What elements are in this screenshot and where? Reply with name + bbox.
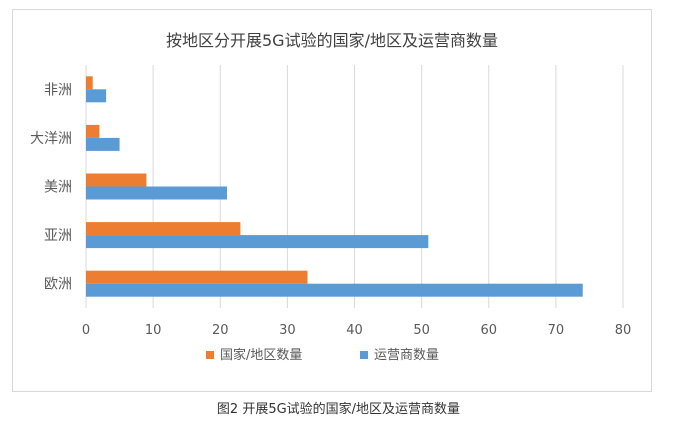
bar-countries	[86, 124, 100, 138]
x-tick-label: 60	[480, 323, 497, 338]
bar-operators	[86, 186, 227, 200]
x-tick-label: 40	[346, 323, 363, 338]
bar-operators	[86, 283, 583, 297]
x-tick-label: 20	[212, 323, 229, 338]
x-tick-label: 50	[413, 323, 430, 338]
bar-countries	[86, 222, 241, 236]
x-tick-label: 30	[279, 323, 296, 338]
y-category-label: 大洋洲	[30, 131, 72, 147]
legend-swatch	[206, 351, 214, 359]
x-tick-label: 0	[82, 323, 90, 338]
bar-operators	[86, 137, 120, 151]
x-tick-label: 10	[145, 323, 162, 338]
bar-operators	[86, 89, 107, 103]
legend-label: 运营商数量	[374, 348, 439, 363]
figure-caption: 图2 开展5G试验的国家/地区及运营商数量	[216, 402, 461, 417]
y-category-label: 亚洲	[44, 228, 72, 244]
x-tick-label: 70	[548, 323, 565, 338]
bar-countries	[86, 173, 147, 187]
chart-title: 按地区分开展5G试验的国家/地区及运营商数量	[166, 31, 498, 50]
y-category-label: 美洲	[44, 180, 72, 196]
chart-area: 按地区分开展5G试验的国家/地区及运营商数量	[12, 9, 652, 392]
y-category-label: 非洲	[44, 82, 72, 98]
legend-label: 国家/地区数量	[220, 347, 302, 363]
y-category-label: 欧洲	[44, 277, 72, 293]
x-tick-label: 80	[615, 323, 632, 338]
bar-operators	[86, 235, 429, 249]
bar-countries	[86, 270, 308, 284]
bar-countries	[86, 76, 93, 90]
legend-swatch	[360, 351, 368, 359]
